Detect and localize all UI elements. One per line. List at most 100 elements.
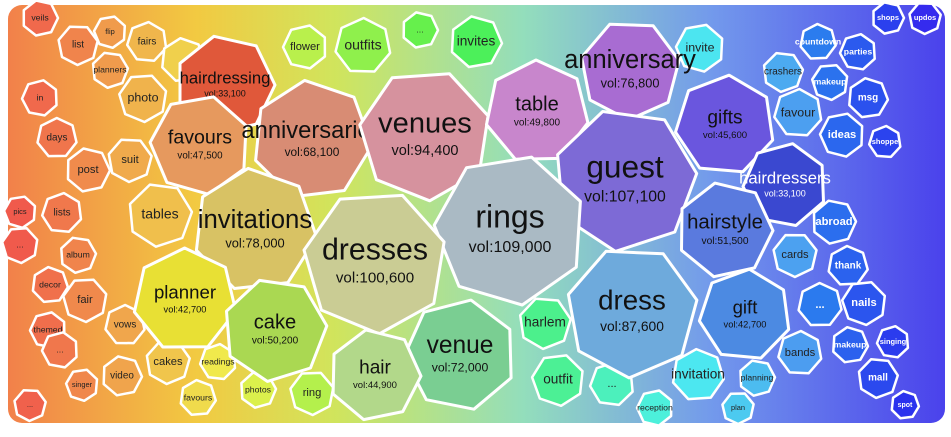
term-cell (777, 329, 823, 375)
volume-label: vol:109,000 (469, 239, 552, 256)
keyword-cell (132, 246, 238, 349)
keyword-label: favours (168, 126, 232, 148)
volume-label: vol:50,200 (252, 336, 299, 347)
volume-label: vol:78,000 (225, 236, 284, 251)
term-cell (635, 389, 673, 427)
term-label: album (66, 249, 90, 259)
term-label: crashers (764, 67, 802, 78)
term-cell (0, 227, 39, 265)
volume-label: vol:72,000 (432, 361, 489, 375)
term-cell (832, 325, 870, 364)
keyword-cell (148, 95, 248, 196)
term-label: fair (77, 294, 93, 306)
term-label: vows (114, 320, 137, 331)
term-label: pics (13, 207, 27, 216)
keyword-label: anniversary (564, 46, 696, 74)
term-cell (840, 281, 887, 327)
term-label: days (47, 133, 68, 144)
keyword-cell (432, 155, 582, 307)
term-label: parties (844, 46, 873, 56)
term-cell (872, 1, 906, 35)
term-cell (334, 16, 392, 73)
term-label: makeup (834, 339, 867, 349)
keyword-label: guest (586, 148, 664, 184)
term-label: plan (731, 403, 745, 412)
volume-label: vol:87,600 (600, 318, 664, 334)
term-cell (198, 342, 237, 381)
term-cell (721, 392, 755, 426)
term-label: favours (184, 392, 213, 402)
term-cell (762, 51, 805, 94)
keyword-cell (697, 267, 791, 360)
keyword-cell (680, 181, 775, 279)
term-cell (60, 236, 98, 275)
keyword-cell (674, 73, 775, 174)
term-label: ... (56, 344, 63, 354)
term-label: planners (93, 64, 127, 74)
term-cell (848, 76, 890, 119)
term-label: nails (851, 297, 876, 309)
term-cell (20, 79, 58, 117)
keyword-cell (331, 328, 423, 422)
term-cell (674, 23, 724, 73)
keyword-label: dresses (322, 233, 428, 266)
keyword-label: anniversaries (241, 118, 382, 144)
term-cell (2, 195, 37, 230)
term-cell (867, 124, 902, 159)
keyword-cell (358, 72, 490, 203)
term-cell (812, 199, 858, 245)
term-cell (875, 324, 910, 359)
term-label: list (72, 40, 84, 51)
keyword-label: hairdressers (739, 169, 831, 188)
term-cell (118, 74, 168, 124)
term-cell (450, 15, 504, 69)
term-cell (13, 389, 47, 423)
keyword-label: venue (427, 332, 494, 359)
term-label: flower (290, 41, 320, 53)
keyword-label: table (515, 93, 558, 115)
volume-label: vol:49,800 (514, 118, 561, 129)
term-label: post (77, 164, 99, 176)
term-cell (797, 281, 843, 327)
term-label: themed (34, 324, 63, 334)
term-label: invites (457, 34, 496, 49)
keyword-label: hairdressing (180, 69, 271, 88)
term-label: planning (741, 372, 774, 382)
term-cell (402, 11, 440, 49)
term-label: shops (877, 13, 899, 22)
term-cell (22, 0, 60, 37)
term-label: readings (201, 356, 235, 366)
term-cell (179, 378, 218, 417)
volume-label: vol:33,100 (204, 89, 246, 99)
term-label: abroad (815, 216, 852, 228)
term-cell (91, 51, 130, 90)
volume-label: vol:42,700 (724, 320, 767, 330)
term-cell (36, 116, 78, 158)
term-cell (64, 368, 99, 403)
term-cell (530, 354, 584, 408)
term-label: cakes (153, 356, 183, 368)
term-label: singing (880, 337, 907, 346)
keyword-label: venues (378, 108, 472, 140)
keyword-label: gift (733, 296, 759, 317)
keyword-label: hairstyle (687, 211, 763, 233)
volume-label: vol:42,700 (164, 305, 207, 315)
volume-label: vol:44,900 (353, 380, 397, 391)
term-cell (857, 357, 900, 400)
term-cell (838, 32, 876, 71)
term-cell (66, 147, 112, 193)
term-label: flip (105, 27, 115, 36)
term-cell (818, 112, 864, 158)
term-label: ... (815, 299, 824, 311)
term-label: invitation (671, 367, 725, 382)
keyword-label: hair (359, 357, 391, 378)
term-cell (773, 87, 823, 137)
keyword-cell (225, 278, 329, 383)
term-cell (31, 265, 70, 304)
volume-label: vol:100,600 (336, 270, 414, 287)
term-label: video (110, 371, 134, 382)
volume-label: vol:94,400 (392, 143, 459, 159)
term-label: ring (303, 387, 322, 399)
